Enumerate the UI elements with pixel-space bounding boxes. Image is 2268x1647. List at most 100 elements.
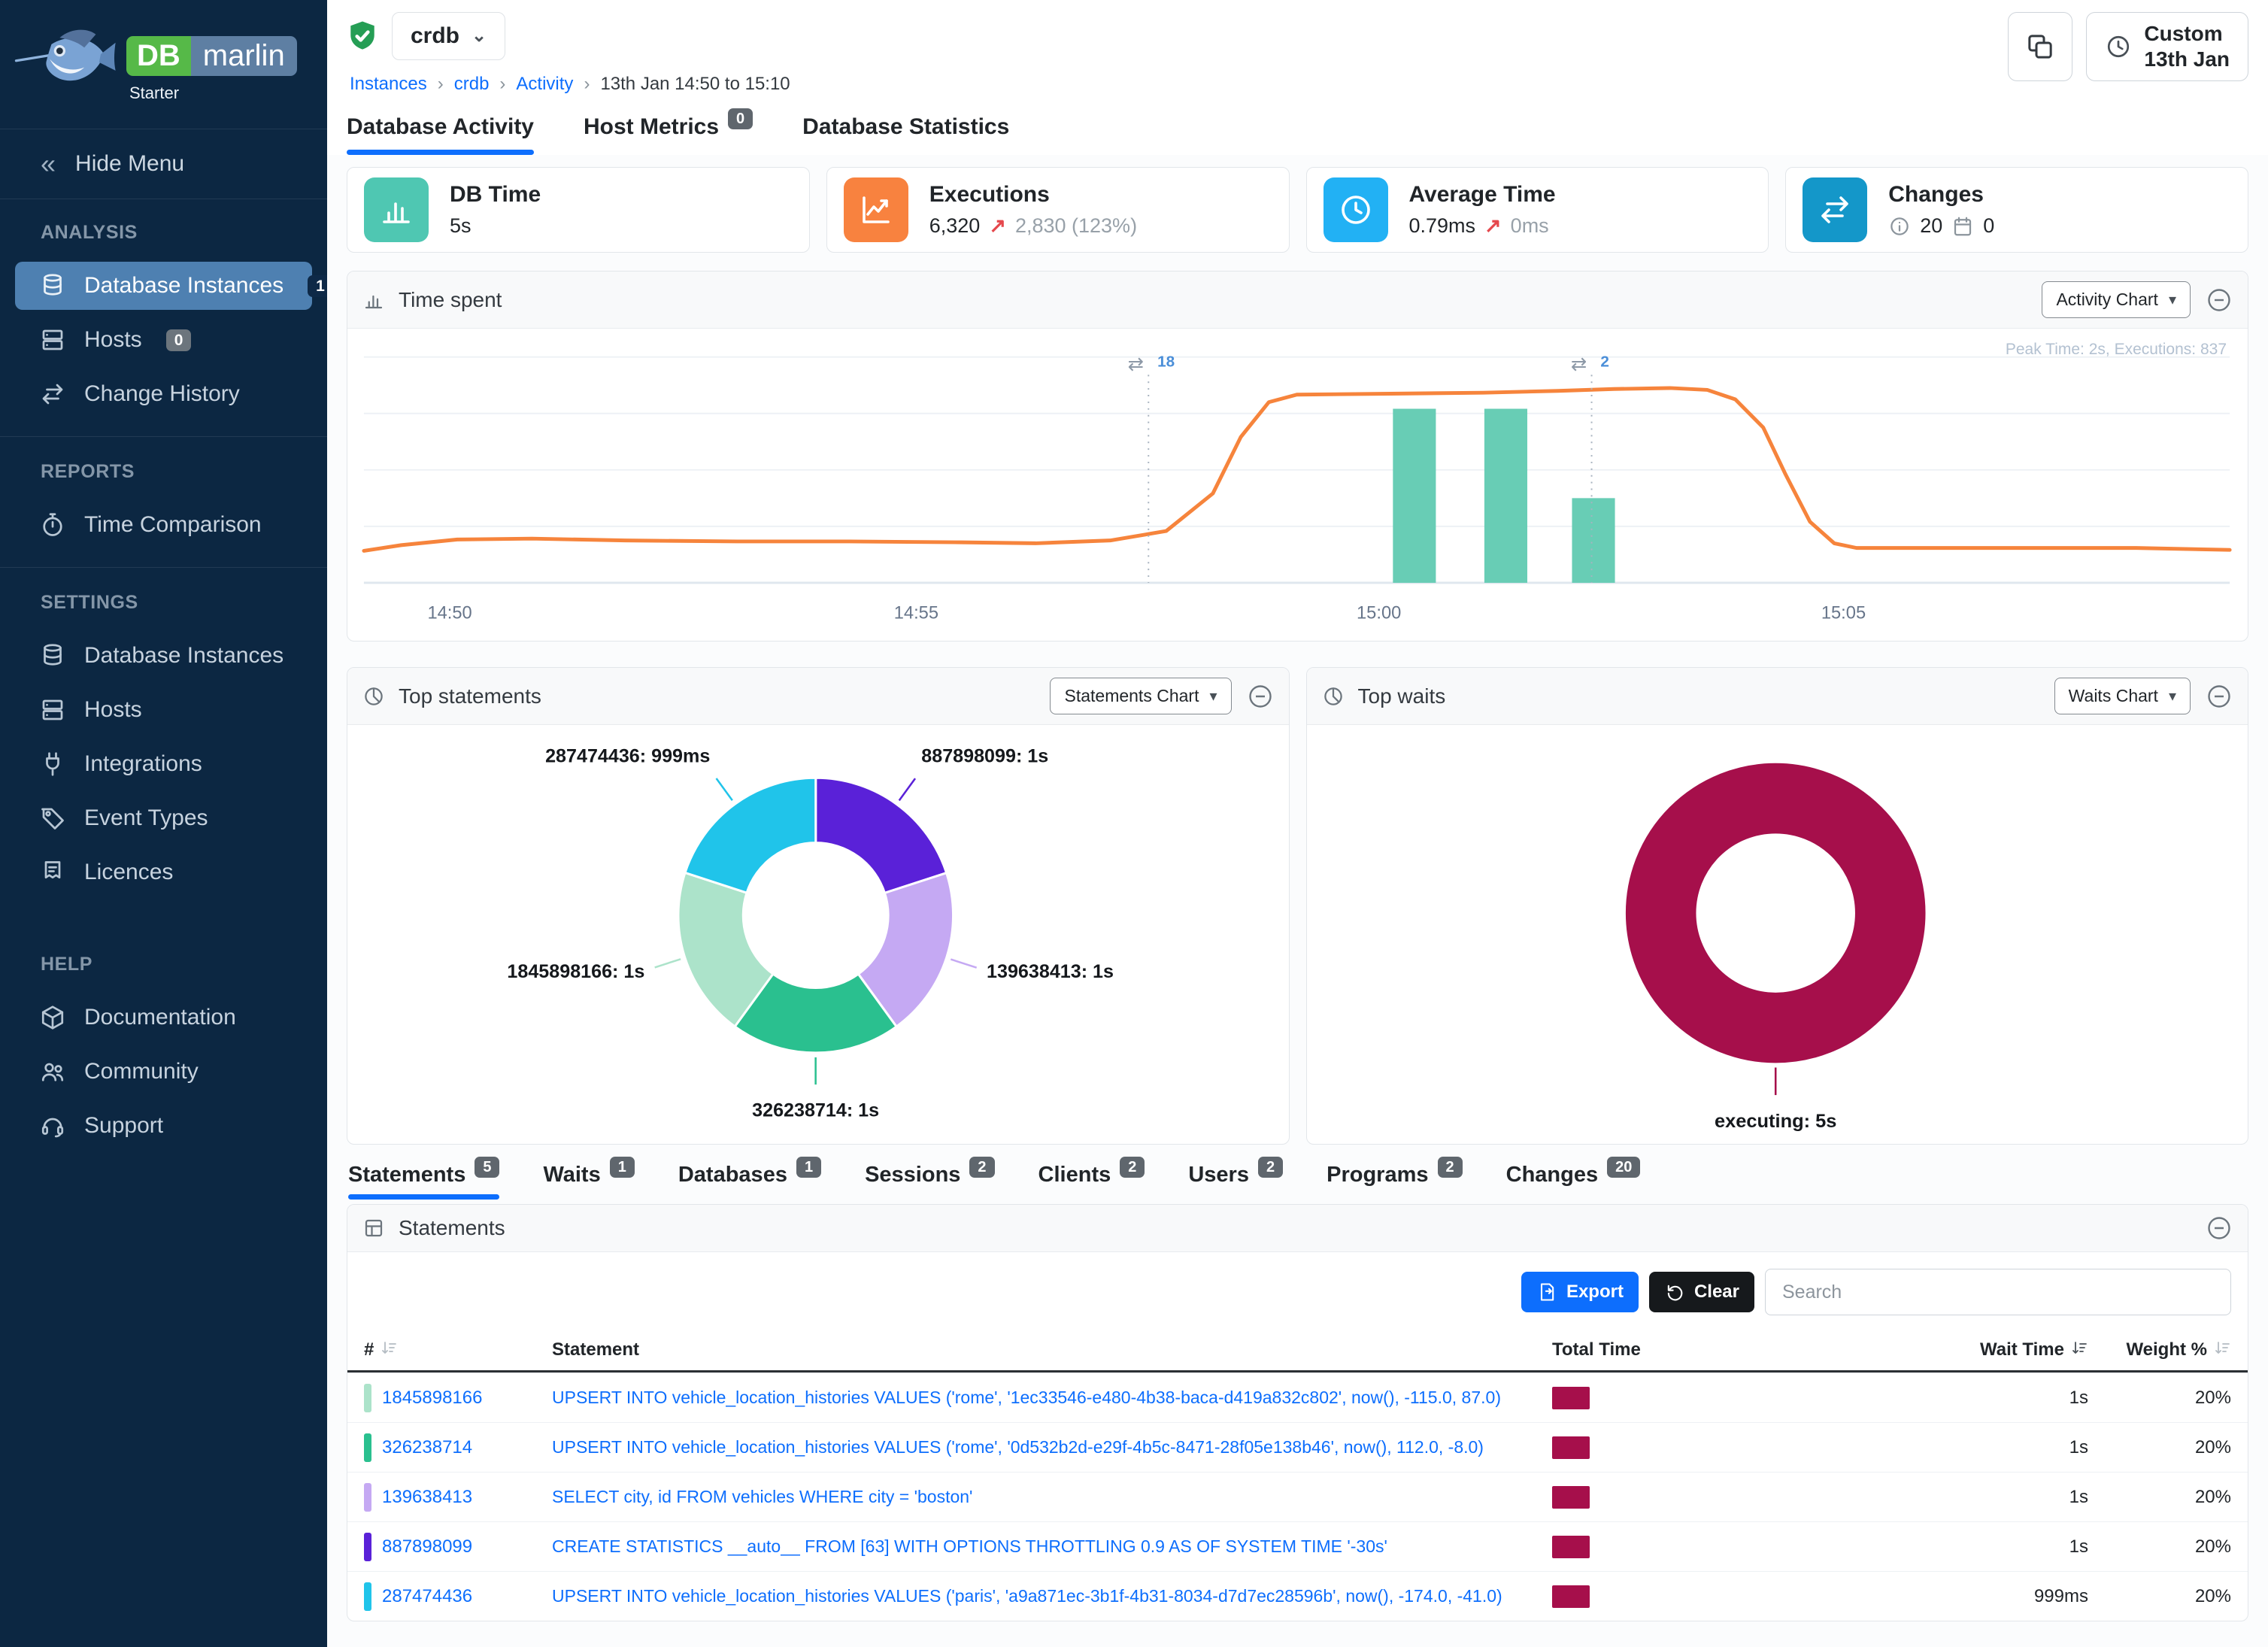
breadcrumb-instances[interactable]: Instances xyxy=(350,74,427,94)
pie-chart-icon xyxy=(1322,685,1345,708)
sidebar-item-change-history[interactable]: Change History xyxy=(15,370,312,418)
tab-sessions[interactable]: Sessions 2 xyxy=(865,1157,995,1200)
statement-link[interactable]: UPSERT INTO vehicle_location_histories V… xyxy=(552,1437,1484,1457)
tab-users[interactable]: Users 2 xyxy=(1188,1157,1284,1200)
info-icon xyxy=(1888,215,1911,238)
statement-id-link[interactable]: 887898099 xyxy=(382,1536,473,1557)
instance-selector[interactable]: crdb ⌄ xyxy=(392,12,506,60)
sidebar-item-documentation[interactable]: Documentation xyxy=(15,993,312,1042)
sidebar-item-hosts[interactable]: Hosts xyxy=(15,686,312,734)
tab-databases[interactable]: Databases 1 xyxy=(678,1157,822,1200)
column-header-weight[interactable]: Weight % xyxy=(2088,1339,2231,1360)
tab-programs[interactable]: Programs 2 xyxy=(1327,1157,1463,1200)
sidebar-divider xyxy=(0,436,327,437)
chevron-down-icon: ▾ xyxy=(1209,687,1217,705)
tab-statements[interactable]: Statements 5 xyxy=(348,1157,500,1200)
color-chip xyxy=(364,1582,371,1611)
column-header-[interactable]: # xyxy=(364,1339,552,1360)
weight-value: 20% xyxy=(2194,1585,2231,1606)
sort-icon[interactable] xyxy=(2213,1339,2231,1357)
collapse-panel-icon[interactable] xyxy=(1247,683,1274,710)
copy-link-button[interactable] xyxy=(2008,12,2073,81)
sidebar-item-hosts[interactable]: Hosts 0 xyxy=(15,316,312,364)
kpi-card-db-time: DB Time 5s xyxy=(347,167,810,253)
kpi-value-segment: 0 xyxy=(1983,214,1995,237)
sidebar-item-database-instances[interactable]: Database Instances 1 xyxy=(15,262,327,310)
tab-database-activity[interactable]: Database Activity xyxy=(347,114,534,155)
table-row: 139638413 SELECT city, id FROM vehicles W… xyxy=(347,1472,2248,1521)
sidebar-item-label: Community xyxy=(84,1059,199,1084)
statement-link[interactable]: UPSERT INTO vehicle_location_histories V… xyxy=(552,1586,1502,1606)
statements-chart-dropdown[interactable]: Statements Chart ▾ xyxy=(1050,678,1232,715)
count-badge: 1 xyxy=(609,1157,635,1178)
sidebar-nav: ANALYSIS Database Instances 1 Hosts 0 Change … xyxy=(0,199,327,1156)
breadcrumb-activity[interactable]: Activity xyxy=(516,74,574,94)
detail-tabs: Statements 5 Waits 1 Databases 1 Sessions 2 Clie… xyxy=(347,1148,2248,1200)
total-time-cell xyxy=(1552,1386,1848,1409)
column-header-wait-time[interactable]: Wait Time xyxy=(1848,1339,2088,1360)
statement-id-link[interactable]: 139638413 xyxy=(382,1486,473,1507)
hide-menu-button[interactable]: « Hide Menu xyxy=(0,129,327,199)
sort-icon[interactable] xyxy=(2070,1339,2088,1357)
statement-id-cell: 1845898166 xyxy=(364,1383,552,1412)
copy-icon xyxy=(2028,35,2053,59)
kpi-value: 0.79ms ↗ 0ms xyxy=(1409,214,1556,238)
sidebar-item-event-types[interactable]: Event Types xyxy=(15,794,312,842)
statement-id-link[interactable]: 326238714 xyxy=(382,1436,473,1457)
collapse-panel-icon[interactable] xyxy=(2206,1215,2233,1242)
column-header-statement[interactable]: Statement xyxy=(552,1339,640,1360)
kpi-value-segment: 0ms xyxy=(1510,214,1549,237)
sidebar-item-licences[interactable]: Licences xyxy=(15,848,312,896)
tab-database-statistics[interactable]: Database Statistics xyxy=(802,114,1009,155)
sort-icon[interactable] xyxy=(380,1339,398,1357)
peak-note: Peak Time: 2s, Executions: 837 xyxy=(2005,341,2227,358)
export-icon xyxy=(1536,1282,1557,1303)
svg-text:139638413: 1s: 139638413: 1s xyxy=(987,961,1114,982)
time-range-button[interactable]: Custom 13th Jan xyxy=(2086,12,2248,81)
sidebar-item-time-comparison[interactable]: Time Comparison xyxy=(15,501,312,549)
tab-host-metrics[interactable]: Host Metrics 0 xyxy=(584,108,753,155)
breadcrumb-crdb[interactable]: crdb xyxy=(453,74,490,94)
waits-chart-dropdown[interactable]: Waits Chart ▾ xyxy=(2054,678,2191,715)
sidebar-section-label: REPORTS xyxy=(41,461,135,482)
tab-changes[interactable]: Changes 20 xyxy=(1506,1157,1641,1200)
column-header-total-time[interactable]: Total Time xyxy=(1552,1339,1641,1360)
clear-button[interactable]: Clear xyxy=(1648,1272,1754,1313)
chevron-down-icon: ▾ xyxy=(2168,291,2176,308)
top-waits-donut[interactable]: executing: 5s xyxy=(1313,728,2242,1141)
sidebar-item-support[interactable]: Support xyxy=(15,1102,312,1150)
sidebar-item-community[interactable]: Community xyxy=(15,1048,312,1096)
statement-id-link[interactable]: 1845898166 xyxy=(382,1387,483,1408)
tab-clients[interactable]: Clients 2 xyxy=(1038,1157,1145,1200)
search-input[interactable] xyxy=(1765,1269,2231,1316)
statement-link[interactable]: SELECT city, id FROM vehicles WHERE city… xyxy=(552,1487,973,1507)
collapse-panel-icon[interactable] xyxy=(2206,683,2233,710)
dbmarlin-logo[interactable]: DB marlin Starter xyxy=(0,0,327,108)
svg-text:2: 2 xyxy=(1600,353,1609,371)
collapse-panel-icon[interactable] xyxy=(2206,287,2233,314)
sidebar-divider xyxy=(0,567,327,568)
sidebar-item-database-instances[interactable]: Database Instances xyxy=(15,632,312,680)
statement-link[interactable]: UPSERT INTO vehicle_location_histories V… xyxy=(552,1388,1501,1408)
statement-link[interactable]: CREATE STATISTICS __auto__ FROM [63] WIT… xyxy=(552,1536,1387,1557)
kpi-value: 20 0 xyxy=(1888,214,1994,238)
sidebar-item-integrations[interactable]: Integrations xyxy=(15,740,312,788)
time-spent-chart[interactable]: ⇄ 18 ⇄ 2 14:50 14:55 15:00 15:05 xyxy=(358,338,2237,638)
tab-waits[interactable]: Waits 1 xyxy=(543,1157,635,1200)
sidebar-item-label: Support xyxy=(84,1113,164,1138)
sidebar: DB marlin Starter « Hide Menu ANALYSIS Da… xyxy=(0,0,327,1647)
main-area: crdb ⌄ Instances › crdb › Activity › 13th Jan … xyxy=(327,0,2268,1647)
statement-id-link[interactable]: 287474436 xyxy=(382,1585,473,1606)
kpi-value-segment: 2,830 (123%) xyxy=(1014,214,1138,237)
export-button[interactable]: Export xyxy=(1521,1272,1639,1313)
clock-icon xyxy=(1323,177,1388,242)
tab-label: Host Metrics xyxy=(584,114,720,139)
activity-chart-dropdown[interactable]: Activity Chart ▾ xyxy=(2042,281,2191,318)
sidebar-section-settings: SETTINGS Database Instances Hosts Integrati… xyxy=(0,569,327,896)
svg-text:18: 18 xyxy=(1157,353,1175,371)
breadcrumb-13th-jan-14-50-to-15-10: 13th Jan 14:50 to 15:10 xyxy=(600,74,790,94)
clock-icon xyxy=(2105,33,2132,60)
top-statements-donut[interactable]: 887898099: 1s 139638413: 1s 326238714: 1s 1… xyxy=(353,728,1283,1136)
weight-value: 20% xyxy=(2194,1486,2231,1507)
